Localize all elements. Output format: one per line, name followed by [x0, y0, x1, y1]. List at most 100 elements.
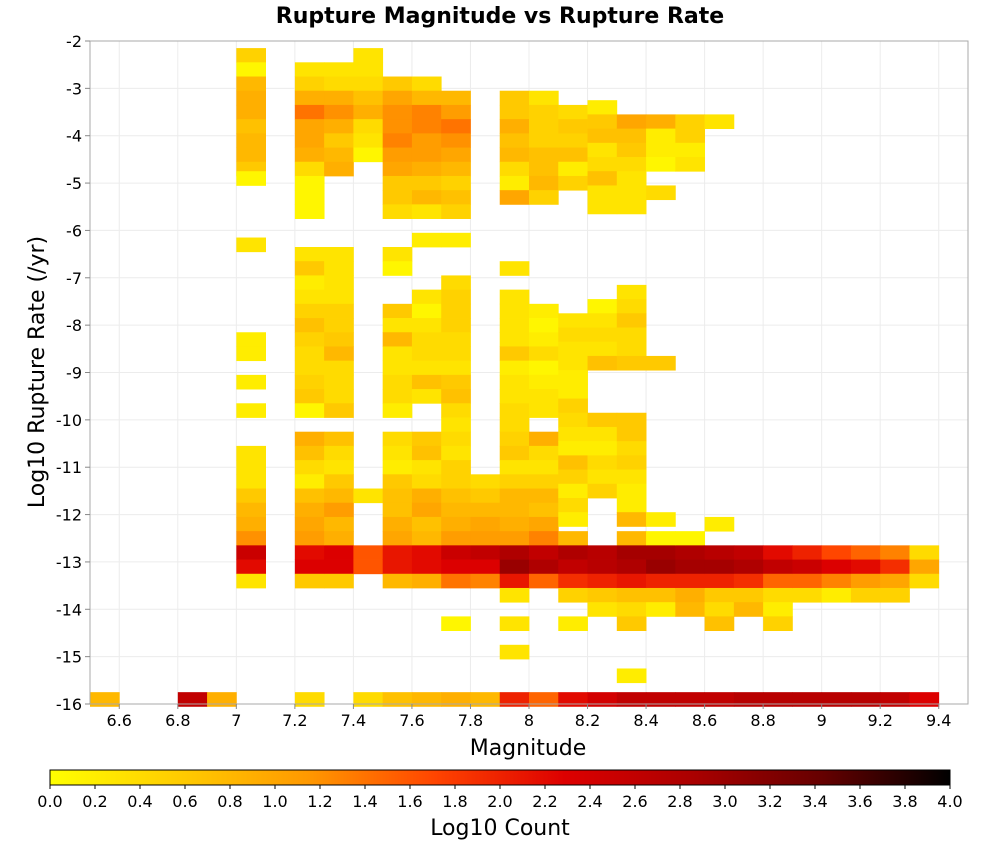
- heatmap-cell: [675, 587, 705, 603]
- heatmap-cell: [236, 403, 266, 418]
- heatmap-cell: [236, 460, 266, 475]
- heatmap-cell: [499, 616, 530, 631]
- heatmap-cell: [324, 133, 354, 148]
- heatmap-cell: [529, 303, 559, 319]
- heatmap-cell: [441, 417, 471, 433]
- heatmap-cell: [616, 616, 647, 631]
- heatmap-cell: [324, 332, 354, 347]
- heatmap-cell: [792, 559, 823, 575]
- heatmap-cell: [294, 531, 325, 546]
- heatmap-cell: [733, 602, 764, 617]
- heatmap-cell: [324, 119, 354, 134]
- heatmap-cell: [733, 587, 764, 603]
- heatmap-cell: [499, 389, 530, 404]
- colorbar-tick-label: 0.8: [217, 792, 242, 811]
- heatmap-cell: [763, 573, 793, 589]
- heatmap-cell: [529, 516, 559, 532]
- heatmap-cell: [529, 531, 559, 546]
- heatmap-cell: [382, 431, 413, 447]
- heatmap-cell: [324, 460, 354, 475]
- heatmap-cell: [470, 559, 501, 575]
- heatmap-cell: [616, 668, 647, 684]
- heatmap-cell: [587, 355, 618, 371]
- heatmap-cell: [616, 545, 647, 560]
- heatmap-cell: [382, 204, 413, 219]
- heatmap-cell: [382, 559, 413, 575]
- heatmap-cell: [587, 341, 618, 357]
- heatmap-cell: [558, 426, 588, 442]
- heatmap-cell: [441, 119, 471, 134]
- heatmap-cell: [294, 346, 325, 362]
- heatmap-cell: [294, 445, 325, 461]
- heatmap-cell: [909, 559, 940, 575]
- heatmap-cell: [529, 431, 559, 447]
- heatmap-cell: [558, 147, 588, 163]
- heatmap-cell: [616, 327, 647, 343]
- heatmap-cell: [470, 502, 501, 518]
- heatmap-cell: [587, 313, 618, 328]
- heatmap-cell: [499, 559, 530, 575]
- heatmap-cell: [353, 545, 384, 560]
- heatmap-cell: [441, 104, 471, 120]
- heatmap-cell: [616, 587, 647, 603]
- heatmap-cell: [441, 161, 471, 177]
- colorbar: [49, 769, 951, 786]
- heatmap-cell: [441, 389, 471, 404]
- heatmap-cell: [616, 355, 647, 371]
- y-tick-label: -4: [66, 127, 82, 146]
- heatmap-cell: [558, 469, 588, 485]
- heatmap-cell: [411, 445, 442, 461]
- heatmap-cell: [558, 512, 588, 527]
- heatmap-cell: [324, 289, 354, 305]
- heatmap-cell: [441, 303, 471, 319]
- heatmap-cell: [294, 474, 325, 489]
- heatmap-cell: [324, 76, 354, 92]
- heatmap-cell: [616, 441, 647, 456]
- heatmap-cell: [294, 389, 325, 404]
- heatmap-cell: [704, 559, 735, 575]
- heatmap-cell: [411, 460, 442, 475]
- y-axis-label: Log10 Rupture Rate (/yr): [25, 236, 50, 508]
- heatmap-cell: [529, 692, 559, 707]
- heatmap-cell: [558, 175, 588, 191]
- heatmap-cell: [236, 488, 266, 504]
- heatmap-cell: [499, 545, 530, 560]
- heatmap-cell: [470, 488, 501, 504]
- heatmap-cell: [499, 360, 530, 376]
- heatmap-cell: [850, 559, 881, 575]
- colorbar-tick-label: 4.0: [937, 792, 962, 811]
- heatmap-cell: [353, 133, 384, 148]
- heatmap-cell: [324, 573, 354, 589]
- heatmap-cell: [704, 616, 735, 631]
- heatmap-cell: [236, 502, 266, 518]
- x-tick-label: 9.2: [867, 711, 892, 730]
- heatmap-cell: [646, 185, 676, 201]
- x-tick-label: 8.2: [575, 711, 600, 730]
- heatmap-cell: [294, 692, 325, 707]
- heatmap-cell: [646, 114, 676, 130]
- heatmap-cell: [382, 545, 413, 560]
- heatmap-cell: [646, 692, 676, 707]
- heatmap-cell: [821, 587, 852, 603]
- heatmap-cell: [294, 332, 325, 347]
- y-tick-label: -6: [66, 221, 82, 240]
- heatmap-cell: [441, 318, 471, 333]
- heatmap-cell: [294, 247, 325, 262]
- heatmap-cell: [294, 289, 325, 305]
- heatmap-cell: [558, 133, 588, 148]
- heatmap-cell: [616, 341, 647, 357]
- heatmap-cell: [353, 692, 384, 707]
- heatmap-cell: [558, 441, 588, 456]
- chart-title: Rupture Magnitude vs Rupture Rate: [276, 4, 724, 29]
- heatmap-cell: [499, 644, 530, 660]
- heatmap-cell: [529, 403, 559, 418]
- heatmap-cell: [499, 261, 530, 276]
- heatmap-cell: [236, 545, 266, 560]
- heatmap-cell: [499, 332, 530, 347]
- heatmap-cell: [675, 602, 705, 617]
- heatmap-cell: [382, 502, 413, 518]
- heatmap-cell: [529, 318, 559, 333]
- heatmap-cell: [236, 104, 266, 120]
- heatmap-cell: [616, 142, 647, 158]
- heatmap-cell: [294, 573, 325, 589]
